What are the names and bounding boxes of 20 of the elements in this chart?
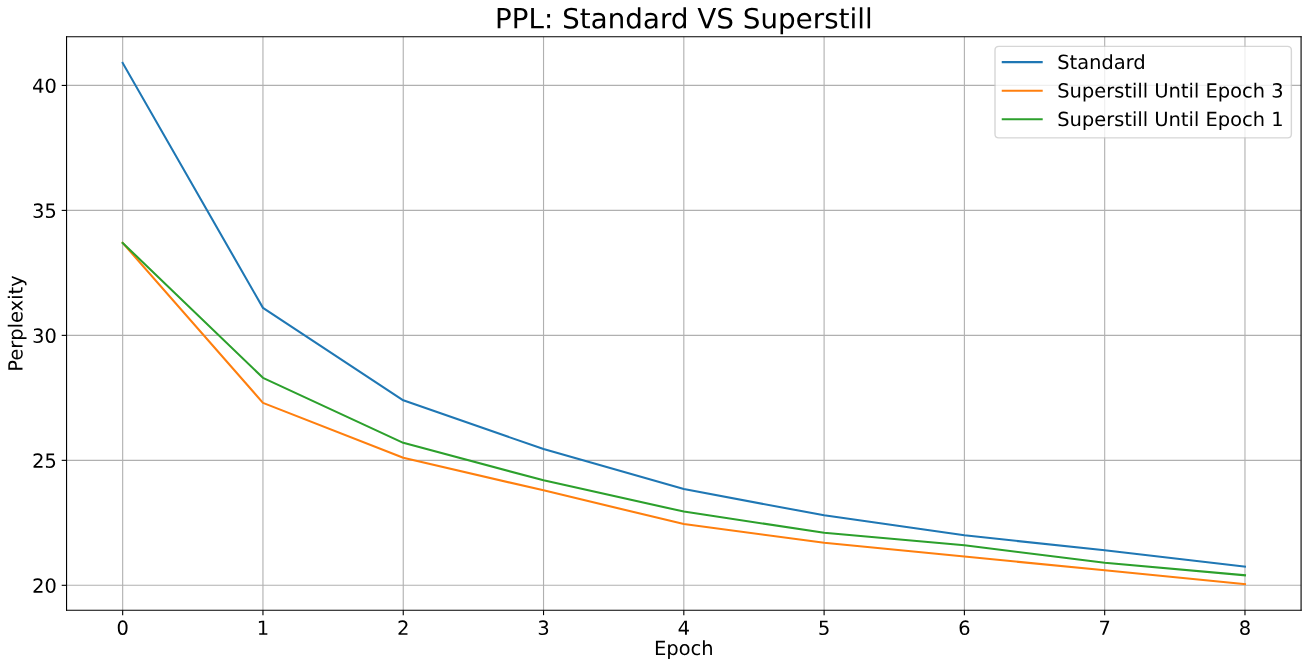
x-tick-label: 1 (258, 620, 268, 635)
x-tick-label: 5 (819, 620, 829, 636)
x-tick-label: 8 (1240, 620, 1250, 636)
x-tick-label: 4 (678, 620, 689, 635)
x-axis-title: Epoch (655, 640, 712, 660)
x-tick-label: 3 (538, 620, 549, 636)
x-tick-label: 6 (959, 620, 970, 636)
x-tick-label: 0 (117, 620, 128, 636)
y-axis-title: Perplexity (7, 275, 27, 370)
legend-label: Superstill Until Epoch 3 (1058, 82, 1283, 102)
y-tick-label: 35 (33, 203, 56, 219)
y-tick-label: 40 (33, 78, 56, 94)
y-tick-label: 25 (33, 453, 56, 468)
legend-label: Standard (1058, 54, 1144, 70)
legend-label: Superstill Until Epoch 1 (1058, 111, 1282, 131)
y-tick-label: 30 (33, 328, 56, 344)
y-tick-label: 20 (33, 578, 56, 593)
x-tick-label: 2 (398, 620, 408, 635)
x-tick-label: 7 (1100, 620, 1110, 635)
chart-title: PPL: Standard VS Superstill (497, 7, 871, 35)
